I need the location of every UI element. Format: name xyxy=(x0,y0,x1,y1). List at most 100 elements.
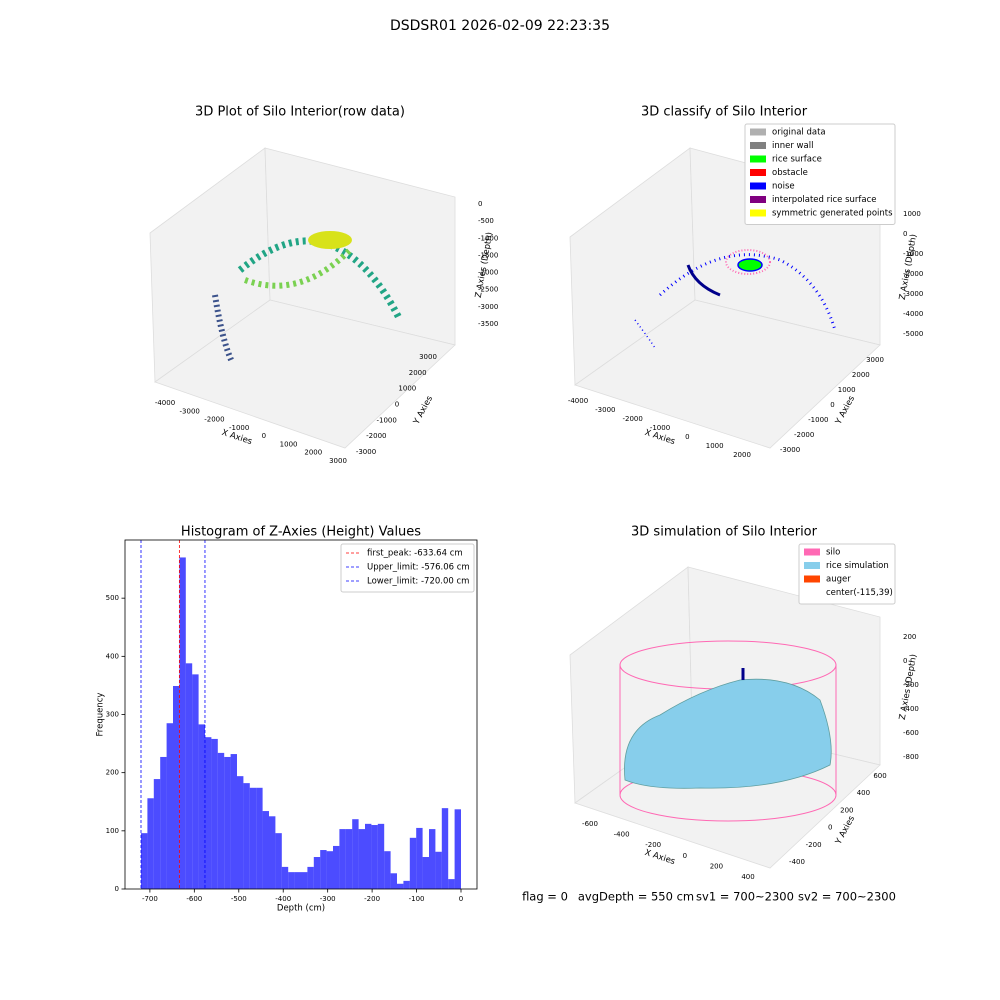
legend-box xyxy=(798,543,896,605)
figure-title: DSDSR01 2026-02-09 22:23:35 xyxy=(390,18,610,34)
z-tick-label: -3000 xyxy=(478,303,498,311)
legend-label: center(-115,39) xyxy=(826,588,893,598)
histogram-bar xyxy=(307,866,314,889)
z-tick-label: -2000 xyxy=(903,270,923,278)
x-tick-label: -2000 xyxy=(622,415,642,423)
y-tick-label: 200 xyxy=(840,806,853,814)
y-tick-label: 100 xyxy=(106,827,119,835)
histogram-bar xyxy=(422,857,429,889)
panel-title: Histogram of Z-Axies (Height) Values xyxy=(181,525,421,540)
y-tick-label: 600 xyxy=(873,772,886,780)
z-tick-label: -1500 xyxy=(478,251,498,259)
x-tick-label: 1000 xyxy=(280,440,298,448)
x-tick-label: -400 xyxy=(275,895,291,903)
x-tick-label: 0 xyxy=(683,852,687,860)
histogram-bar xyxy=(185,663,193,889)
y-tick-label: 400 xyxy=(106,652,119,660)
x-tick-label: -200 xyxy=(364,895,380,903)
x-tick-label: 200 xyxy=(710,862,723,870)
histogram-bar xyxy=(333,845,340,889)
z-tick-label: -3000 xyxy=(903,290,923,298)
histogram-bar xyxy=(237,776,244,889)
y-tick-label: 0 xyxy=(828,824,832,832)
y-tick-label: -2000 xyxy=(366,432,386,440)
x-tick-label: -4000 xyxy=(568,397,588,405)
y-tick-label: 1000 xyxy=(838,386,856,394)
y-tick-label: 1000 xyxy=(398,385,416,393)
histogram-bar xyxy=(390,873,397,889)
panel-title: 3D Plot of Silo Interior(row data) xyxy=(195,105,405,120)
z-tick-label: -5000 xyxy=(903,330,923,338)
z-tick-label: 1000 xyxy=(903,210,921,218)
histogram-bar xyxy=(409,837,417,889)
legend-label: original data xyxy=(772,128,826,138)
legend-swatch xyxy=(750,155,766,163)
histogram-bar xyxy=(365,823,372,889)
histogram-bar xyxy=(288,872,295,889)
legend-swatch xyxy=(750,169,766,176)
y-tick-label: -3000 xyxy=(356,448,376,456)
histogram-bar xyxy=(160,756,167,889)
histogram-bar xyxy=(339,829,346,889)
histogram-bar xyxy=(435,851,442,889)
y-tick-label: -400 xyxy=(789,858,805,866)
z-tick-label: -4000 xyxy=(903,310,923,318)
x-tick-label: -1000 xyxy=(229,424,249,432)
histogram-bar xyxy=(454,809,461,889)
x-tick-label: -2000 xyxy=(204,416,224,424)
z-tick-label: -3500 xyxy=(478,320,498,328)
legend-label: rice surface xyxy=(772,155,822,165)
x-axis-label: Depth (cm) xyxy=(277,904,325,914)
y-tick-label: -2000 xyxy=(794,431,814,439)
y-tick-label: 3000 xyxy=(866,356,884,364)
x-tick-label: -3000 xyxy=(180,407,200,415)
z-tick-label: -500 xyxy=(478,217,494,225)
legend-swatch xyxy=(750,128,766,136)
histogram-bar xyxy=(217,752,225,889)
histogram-bar xyxy=(198,724,205,889)
histogram-bar xyxy=(371,825,378,889)
panel1-panes xyxy=(149,147,456,449)
histogram-bar xyxy=(294,872,301,889)
histogram-bar xyxy=(429,829,436,889)
legend-swatch xyxy=(750,142,766,149)
legend-swatch xyxy=(750,209,766,217)
histogram-bar xyxy=(256,787,263,889)
histogram-bar xyxy=(301,872,308,889)
y-tick-label: 500 xyxy=(106,594,119,602)
histogram-bar xyxy=(249,787,257,889)
footer-text: sv1 = 700~2300 xyxy=(696,890,794,904)
histogram-bar xyxy=(173,685,180,889)
histogram-bar xyxy=(281,866,289,889)
z-tick-label: -1000 xyxy=(478,234,498,242)
y-tick-label: -1000 xyxy=(376,416,396,424)
histogram-bar xyxy=(275,833,282,889)
legend-label: Lower_limit: -720.00 cm xyxy=(367,577,469,587)
legend-label: rice simulation xyxy=(826,561,889,571)
x-tick-label: 3000 xyxy=(329,457,347,465)
panel-title: 3D simulation of Silo Interior xyxy=(631,525,818,540)
y-tick-label: -200 xyxy=(806,841,822,849)
y-axis-label: Frequency xyxy=(96,693,106,737)
z-tick-label: 200 xyxy=(903,633,916,641)
footer-text: flag = 0 xyxy=(522,890,568,904)
z-tick-label: -800 xyxy=(903,753,919,761)
x-tick-label: 2000 xyxy=(733,451,751,459)
panel-title: 3D classify of Silo Interior xyxy=(641,105,808,120)
y-tick-label: 200 xyxy=(106,769,119,777)
y-tick-label: 0 xyxy=(395,401,399,409)
histogram-bar xyxy=(313,857,321,889)
legend-label: interpolated rice surface xyxy=(772,195,877,205)
panel4-panes xyxy=(569,566,881,869)
z-tick-label: -1000 xyxy=(903,250,923,258)
y-tick-label: -1000 xyxy=(808,416,828,424)
histogram-bar xyxy=(147,798,154,889)
histogram-bar xyxy=(243,783,250,889)
z-tick-label: 0 xyxy=(903,230,907,238)
legend-box xyxy=(340,543,475,593)
histogram-bar xyxy=(179,557,186,889)
y-tick-label: 300 xyxy=(106,711,119,719)
x-tick-label: -500 xyxy=(231,895,247,903)
histogram-bar xyxy=(448,879,455,889)
x-tick-label: 1000 xyxy=(706,442,724,450)
